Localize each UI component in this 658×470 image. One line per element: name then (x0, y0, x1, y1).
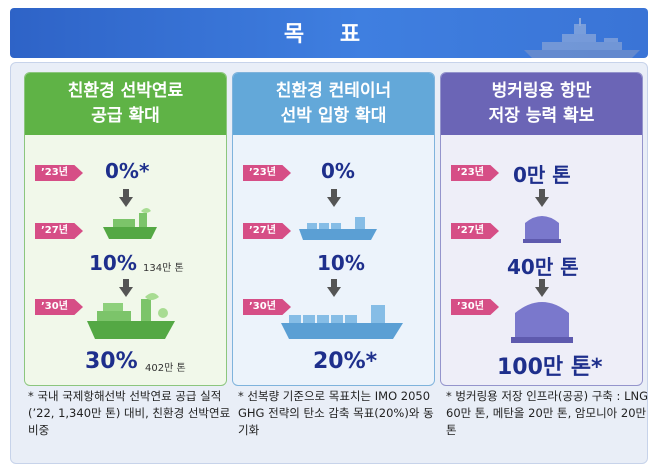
year-tag-30: ’30년 (35, 299, 83, 315)
page-title: 목 표 (283, 22, 375, 47)
small-storage-tank-icon (523, 216, 561, 243)
down-arrow-icon (119, 189, 133, 207)
column-title: 친환경 컨테이너 선박 입항 확대 (233, 73, 434, 135)
value-27: 10% (89, 251, 137, 275)
year-tag-30: ’30년 (451, 299, 499, 315)
value-27: 40만 톤 (507, 255, 579, 279)
down-arrow-icon (535, 189, 549, 207)
column-container-ship: 친환경 컨테이너 선박 입항 확대 ’23년 0% ’27년 10% ’30년 (232, 72, 435, 386)
value-23: 0%* (105, 159, 150, 183)
value-23: 0만 톤 (513, 163, 571, 187)
value-30: 30% (85, 349, 138, 374)
column-bunkering-storage: 벙커링용 항만 저장 능력 확보 ’23년 0만 톤 ’27년 40만 톤 ’3… (440, 72, 643, 386)
down-arrow-icon (119, 279, 133, 297)
down-arrow-icon (327, 189, 341, 207)
value-27-amount: 134만 톤 (143, 263, 184, 274)
year-tag-30: ’30년 (243, 299, 291, 315)
value-30: 100만 톤* (497, 355, 603, 380)
warship-icon (524, 18, 640, 58)
down-arrow-icon (327, 279, 341, 297)
header-banner: 목 표 (10, 8, 648, 58)
year-tag-27: ’27년 (451, 223, 499, 239)
column-fuel-supply: 친환경 선박연료 공급 확대 ’23년 0%* ’27년 10% 134만 톤 … (24, 72, 227, 386)
column-title: 친환경 선박연료 공급 확대 (25, 73, 226, 135)
value-30-amount: 402만 톤 (145, 363, 186, 374)
large-storage-tank-icon (511, 302, 573, 343)
column-title: 벙커링용 항만 저장 능력 확보 (441, 73, 642, 135)
small-eco-ship-icon (103, 208, 157, 239)
year-tag-27: ’27년 (243, 223, 291, 239)
small-container-ship-icon (299, 217, 377, 240)
large-container-ship-icon (281, 305, 403, 339)
year-tag-27: ’27년 (35, 223, 83, 239)
footnote-fuel: * 국내 국제항해선박 선박연료 공급 실적(’22, 1,340만 톤) 대비… (28, 389, 231, 437)
large-eco-ship-icon (87, 293, 175, 339)
value-23: 0% (321, 159, 355, 183)
value-30: 20%* (313, 349, 378, 374)
footnote-bunkering: * 벙커링용 저장 인프라(공공) 구축 : LNG 60만 톤, 메탄올 20… (446, 389, 648, 437)
year-tag-23: ’23년 (243, 165, 291, 181)
down-arrow-icon (535, 279, 549, 297)
value-27: 10% (317, 251, 365, 275)
footnote-container: * 선복량 기준으로 목표치는 IMO 2050 GHG 전략의 탄소 감축 목… (238, 389, 434, 437)
year-tag-23: ’23년 (451, 165, 499, 181)
year-tag-23: ’23년 (35, 165, 83, 181)
